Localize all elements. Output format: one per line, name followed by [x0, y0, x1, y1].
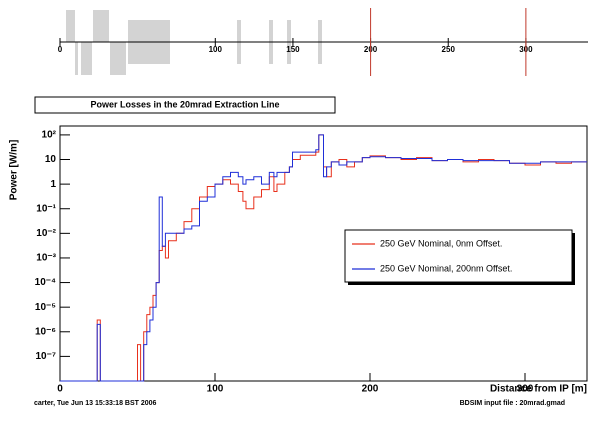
x-tick-label: 0: [57, 384, 63, 395]
y-tick-label: 10⁻³: [36, 253, 56, 264]
x-tick-label: 100: [207, 384, 224, 395]
element: [81, 42, 92, 75]
x-tick-label: 0: [58, 45, 63, 54]
element: [75, 42, 78, 75]
beamline-elements: [66, 10, 322, 75]
y-tick-label: 10⁻²: [36, 228, 56, 239]
legend-label: 250 GeV Nominal, 200nm Offset.: [380, 263, 512, 273]
x-tick-label: 300: [517, 384, 534, 395]
plot-frame: [59, 125, 588, 382]
element: [110, 42, 120, 75]
x-axis-label: Distance from IP [m]: [490, 384, 587, 395]
y-tick-label: 10⁻¹: [36, 203, 56, 214]
element: [93, 10, 109, 42]
x-tick-label: 200: [362, 384, 379, 395]
title-box: [34, 96, 336, 114]
series-line: [60, 134, 587, 382]
y-tick-label: 10: [45, 154, 57, 165]
element: [120, 42, 126, 75]
legend-box: [344, 229, 573, 283]
y-tick-label: 10⁻⁵: [35, 302, 56, 313]
x-tick-label: 150: [286, 45, 300, 54]
chart-title: Power Losses in the 20mrad Extraction Li…: [90, 99, 279, 109]
element: [66, 10, 75, 42]
legend-label: 250 GeV Nominal, 0nm Offset.: [380, 238, 502, 248]
footer-right: BDSIM input file : 20mrad.gmad: [460, 400, 565, 407]
x-tick-label: 250: [442, 45, 456, 54]
y-tick-label: 1: [50, 179, 56, 190]
y-tick-label: 10²: [42, 130, 57, 141]
y-tick-label: 10⁻⁷: [35, 351, 56, 362]
y-tick-label: 10⁻⁴: [35, 277, 56, 288]
y-tick-label: 10⁻⁶: [35, 326, 56, 337]
footer-left: carter, Tue Jun 13 15:33:18 BST 2006: [34, 400, 157, 407]
x-tick-label: 100: [209, 45, 223, 54]
y-axis-label: Power [W/m]: [9, 140, 20, 201]
